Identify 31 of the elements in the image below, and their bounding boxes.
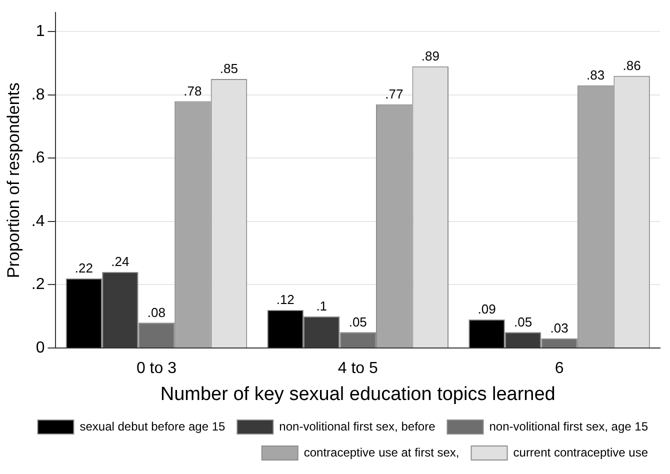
y-tick-label: .6 bbox=[31, 150, 45, 167]
data-label: .85 bbox=[220, 61, 238, 76]
y-tick-label: 0 bbox=[36, 339, 45, 356]
data-label: .24 bbox=[111, 254, 130, 270]
data-label: .05 bbox=[348, 314, 367, 330]
data-label: .08 bbox=[147, 304, 166, 320]
data-label: .09 bbox=[478, 302, 496, 317]
data-label: .05 bbox=[514, 314, 532, 330]
legend-label: non-volitional first sex, before bbox=[279, 419, 436, 434]
data-label: .83 bbox=[586, 67, 605, 82]
x-axis-title: Number of key sexual education topics learned bbox=[160, 384, 556, 405]
data-label: .89 bbox=[421, 48, 440, 64]
data-label: .77 bbox=[385, 86, 404, 102]
y-tick-label: .4 bbox=[31, 212, 45, 230]
y-tick-label: .2 bbox=[31, 276, 45, 294]
x-tick-label: 0 to 3 bbox=[136, 360, 177, 378]
data-label: .12 bbox=[276, 292, 294, 308]
x-tick-label: 6 bbox=[554, 360, 564, 378]
data-label: .86 bbox=[622, 58, 641, 73]
legend-label: sexual debut before age 15 bbox=[80, 419, 226, 434]
data-label: .78 bbox=[184, 83, 202, 98]
x-tick-label: 4 to 5 bbox=[338, 360, 378, 378]
data-label: .1 bbox=[316, 298, 328, 314]
y-axis-title: Proportion of respondents bbox=[4, 82, 23, 278]
y-tick-label: .8 bbox=[31, 86, 45, 104]
data-label: .03 bbox=[550, 320, 568, 336]
legend-label: contraceptive use at first sex, bbox=[304, 445, 460, 460]
legend-label: current contraceptive use bbox=[513, 445, 648, 460]
data-label: .22 bbox=[74, 260, 93, 276]
y-tick-label: 1 bbox=[36, 22, 45, 40]
legend-label: non-volitional first sex, age 15 bbox=[489, 419, 648, 434]
